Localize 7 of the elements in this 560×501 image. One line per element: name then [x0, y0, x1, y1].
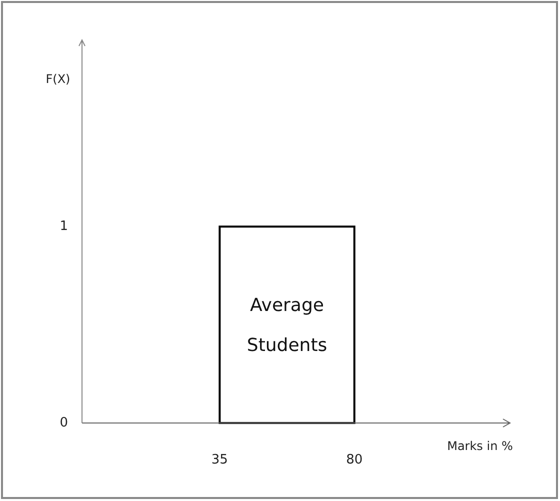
annotation: Average Students: [246, 294, 328, 356]
y-tick-label: 1: [60, 219, 68, 234]
x-tick-label: 80: [346, 452, 363, 468]
x-axis-title: Marks in %: [447, 439, 513, 453]
x-tick-label: 35: [211, 452, 228, 468]
y-tick-label: 0: [60, 416, 68, 431]
y-axis-title: F(X): [46, 72, 70, 86]
